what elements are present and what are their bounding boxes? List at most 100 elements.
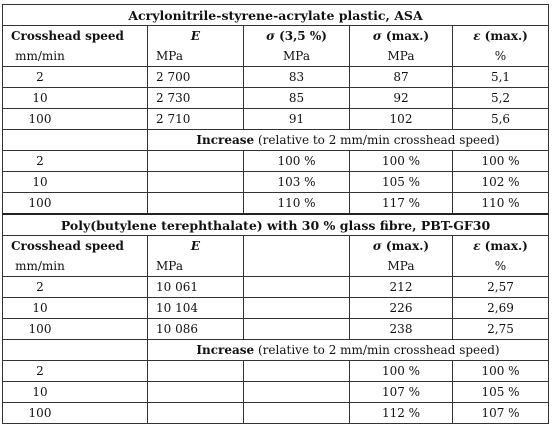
empty-cell <box>2 339 148 361</box>
data-cell <box>243 318 350 340</box>
increase-cell: 105 % <box>349 171 453 193</box>
data-cell: 212 <box>349 276 453 298</box>
symbol-glyph: E <box>190 29 201 43</box>
data-row: 100 2 710 91 102 5,6 <box>2 108 550 130</box>
data-cell: 226 <box>349 297 453 319</box>
data-cell: 91 <box>243 108 350 130</box>
unit-cell: mm/min <box>2 46 148 67</box>
section-title-row: Poly(butylene terephthalate) with 30 % g… <box>1 213 550 236</box>
data-cell: 238 <box>349 318 453 340</box>
increase-cell <box>147 150 244 172</box>
data-row: 2 10 061 212 2,57 <box>2 276 550 298</box>
data-cell: 10 104 <box>147 297 244 319</box>
increase-cell: 110 % <box>451 192 550 215</box>
data-cell: 85 <box>243 87 350 109</box>
increase-title-row: Increase (relative to 2 mm/min crosshead… <box>2 339 550 361</box>
section-title: Acrylonitrile-styrene-acrylate plastic, … <box>1 4 550 26</box>
unit-cell: % <box>451 256 550 277</box>
increase-cell <box>147 171 244 193</box>
results-table: Acrylonitrile-styrene-acrylate plastic, … <box>1 4 550 424</box>
increase-cell: 107 % <box>349 381 453 403</box>
increase-cell <box>147 360 244 382</box>
increase-cell: 100 <box>2 192 148 215</box>
data-cell: 87 <box>349 66 453 88</box>
symbol-glyph: E <box>190 239 201 253</box>
data-cell: 83 <box>243 66 350 88</box>
increase-label: Increase (relative to 2 mm/min crosshead… <box>146 129 550 151</box>
section-title-row: Acrylonitrile-styrene-acrylate plastic, … <box>1 4 550 26</box>
unit-cell <box>243 256 350 277</box>
increase-row: 2 100 % 100 % <box>2 360 550 382</box>
increase-cell: 2 <box>2 150 148 172</box>
unit-cell: MPa <box>243 46 350 67</box>
data-cell: 2,75 <box>451 318 550 340</box>
increase-cell: 100 % <box>349 150 453 172</box>
section-title: Poly(butylene terephthalate) with 30 % g… <box>1 213 550 236</box>
unit-cell: MPa <box>349 46 453 67</box>
data-cell: 100 <box>2 318 148 340</box>
unit-row: mm/min MPa MPa MPa% <box>2 46 550 67</box>
data-cell: 10 <box>2 297 148 319</box>
column-header: Crosshead speed <box>2 25 148 46</box>
column-header: E <box>147 25 244 46</box>
data-cell: 10 <box>2 87 148 109</box>
increase-cell: 110 % <box>243 192 350 215</box>
symbol-glyph: σ <box>266 29 275 43</box>
column-header: ε (max.) <box>451 25 550 46</box>
increase-cell: 10 <box>2 381 148 403</box>
symbol-glyph: ε <box>473 239 481 253</box>
column-header: σ (max.) <box>349 25 453 46</box>
increase-label-bold: Increase <box>196 343 255 357</box>
data-row: 10 2 730 85 92 5,2 <box>2 87 550 109</box>
increase-row: 100 112 % 107 % <box>2 402 550 424</box>
data-cell: 2,57 <box>451 276 550 298</box>
increase-cell: 102 % <box>451 171 550 193</box>
unit-cell: % <box>451 46 550 67</box>
increase-cell: 105 % <box>451 381 550 403</box>
column-header: E <box>147 235 244 256</box>
increase-row: 10 103 % 105 % 102 % <box>2 171 550 193</box>
increase-cell: 100 % <box>243 150 350 172</box>
data-cell: 102 <box>349 108 453 130</box>
increase-cell: 112 % <box>349 402 453 424</box>
data-cell: 2 700 <box>147 66 244 88</box>
increase-cell: 100 % <box>451 360 550 382</box>
data-cell: 5,1 <box>451 66 550 88</box>
column-header: Crosshead speed <box>2 235 148 256</box>
increase-cell <box>147 402 244 424</box>
increase-cell: 103 % <box>243 171 350 193</box>
increase-cell <box>243 360 350 382</box>
unit-cell: mm/min <box>2 256 148 277</box>
data-cell: 2 <box>2 66 148 88</box>
data-cell: 5,2 <box>451 87 550 109</box>
increase-cell: 100 % <box>349 360 453 382</box>
increase-cell: 117 % <box>349 192 453 215</box>
empty-cell <box>2 129 148 151</box>
results-table-body: Acrylonitrile-styrene-acrylate plastic, … <box>1 4 550 424</box>
increase-row: 2 100 % 100 % 100 % <box>2 150 550 172</box>
data-cell: 5,6 <box>451 108 550 130</box>
symbol-glyph: σ <box>372 29 382 43</box>
symbol-glyph: σ <box>372 239 382 253</box>
data-row: 100 10 086 238 2,75 <box>2 318 550 340</box>
unit-cell: MPa <box>147 46 244 67</box>
column-header: σ (max.) <box>349 235 453 256</box>
column-header <box>243 235 350 256</box>
increase-cell <box>243 402 350 424</box>
increase-row: 10 107 % 105 % <box>2 381 550 403</box>
data-cell <box>243 297 350 319</box>
unit-cell: MPa <box>147 256 244 277</box>
increase-cell: 2 <box>2 360 148 382</box>
increase-label: Increase (relative to 2 mm/min crosshead… <box>146 339 550 361</box>
column-header: ε (max.) <box>451 235 550 256</box>
data-row: 10 10 104 226 2,69 <box>2 297 550 319</box>
increase-cell: 10 <box>2 171 148 193</box>
data-cell: 2 730 <box>147 87 244 109</box>
unit-cell: MPa <box>349 256 453 277</box>
data-cell: 92 <box>349 87 453 109</box>
increase-row: 100 110 % 117 % 110 % <box>2 192 550 215</box>
data-cell <box>243 276 350 298</box>
increase-label-rest: (relative to 2 mm/min crosshead speed) <box>254 133 500 147</box>
